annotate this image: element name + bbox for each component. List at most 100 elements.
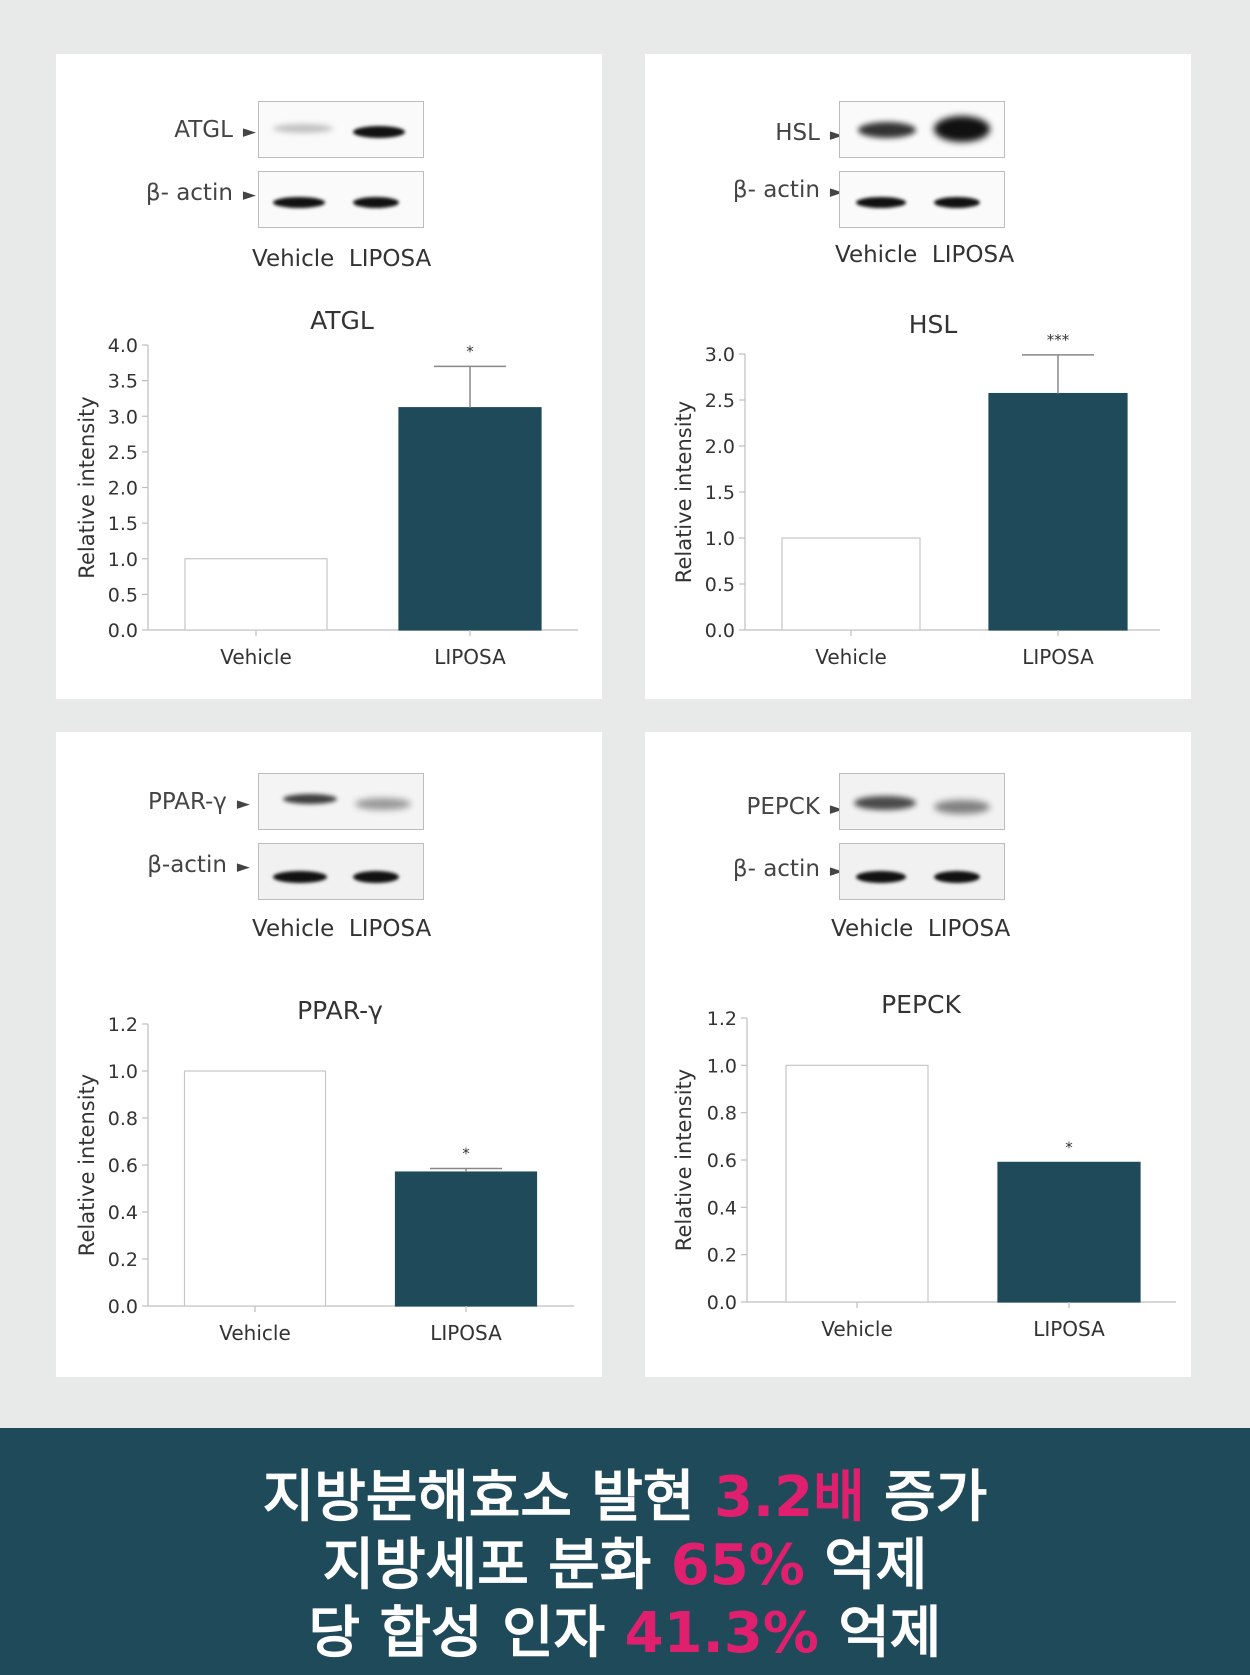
blot-target-label: PPAR-γ ► xyxy=(147,789,250,815)
bar-vehicle xyxy=(184,558,328,631)
y-tick-label: 0.4 xyxy=(707,1197,737,1219)
blot-band xyxy=(856,871,906,883)
significance-marker: *** xyxy=(1047,331,1070,349)
y-tick-label: 0.8 xyxy=(108,1108,138,1130)
y-tick-label: 3.0 xyxy=(705,344,735,366)
x-tick-label: Vehicle xyxy=(219,1321,291,1345)
banner-line-1: 지방분해효소 발현 3.2배 증가 xyxy=(262,1465,988,1530)
highlight-value: 3.2배 xyxy=(713,1465,865,1530)
blot-band xyxy=(353,871,399,883)
blot-band xyxy=(355,798,411,810)
blot-band xyxy=(934,800,990,814)
y-tick-label: 0.5 xyxy=(108,584,138,606)
chart-title: ATGL xyxy=(310,306,374,335)
blot-band xyxy=(934,871,980,883)
bar-liposa xyxy=(398,407,542,631)
bar-chart-hsl: 0.0 0.5 1.0 1.5 2.0 2.5 3.0 Relative intensity V… xyxy=(672,331,1160,669)
y-tick-label: 2.0 xyxy=(108,478,138,500)
blot-image-target xyxy=(839,101,1005,158)
bar-liposa xyxy=(997,1161,1141,1303)
panel-atgl: ATGL ► β- actin ► Vehicle LIPOSA ATGL 0.0 0… xyxy=(56,54,602,699)
blot-band xyxy=(934,197,980,208)
y-tick-label: 2.5 xyxy=(108,442,138,464)
blot-target-label: ATGL ► xyxy=(174,117,256,143)
x-tick-label: Vehicle xyxy=(815,645,887,669)
y-axis-label: Relative intensity xyxy=(672,1069,696,1251)
blot-image-control xyxy=(258,171,424,228)
y-tick-label: 1.0 xyxy=(707,1055,737,1077)
y-tick-label: 0.0 xyxy=(108,620,138,642)
blot-control-label: β- actin ► xyxy=(732,856,843,882)
y-tick-label: 1.5 xyxy=(705,482,735,504)
banner-line-2: 지방세포 분화 65% 억제 xyxy=(322,1533,928,1598)
chart-title: HSL xyxy=(908,310,958,339)
x-tick-label: Vehicle xyxy=(220,645,292,669)
x-tick-label: LIPOSA xyxy=(434,645,506,669)
blot-band xyxy=(353,126,405,138)
blot-image-target xyxy=(258,773,424,830)
y-tick-label: 1.0 xyxy=(108,549,138,571)
blot-band xyxy=(283,794,337,804)
bar-vehicle xyxy=(183,1070,327,1307)
panel-pepck: PEPCK ► β- actin ► Vehicle LIPOSA PEPCK 0.… xyxy=(645,732,1191,1377)
y-tick-label: 1.0 xyxy=(705,528,735,550)
y-tick-label: 1.2 xyxy=(108,1014,138,1036)
blot-band xyxy=(273,871,327,883)
y-tick-label: 0.0 xyxy=(108,1296,138,1318)
y-tick-label: 3.0 xyxy=(108,406,138,428)
y-tick-label: 2.0 xyxy=(705,436,735,458)
significance-marker: * xyxy=(466,342,474,360)
banner-line-3: 당 합성 인자 41.3% 억제 xyxy=(308,1601,942,1666)
y-axis-label: Relative intensity xyxy=(672,401,696,583)
highlight-value: 65% xyxy=(670,1533,805,1598)
panel-ppar-gamma: PPAR-γ ► β-actin ► Vehicle LIPOSA PPAR-γ 0… xyxy=(56,732,602,1377)
blot-lane-labels: Vehicle LIPOSA xyxy=(831,916,1011,942)
bar-chart-pepck: 0.0 0.2 0.4 0.6 0.8 1.0 1.2 Relative intensity V… xyxy=(672,1008,1176,1341)
bar-liposa xyxy=(988,392,1128,631)
y-tick-label: 1.5 xyxy=(108,513,138,535)
blot-image-target xyxy=(839,773,1005,830)
blot-lane-labels: Vehicle LIPOSA xyxy=(835,242,1015,268)
summary-banner: 지방분해효소 발현 3.2배 증가 지방세포 분화 65% 억제 당 합성 인자… xyxy=(0,1428,1250,1675)
y-tick-label: 0.8 xyxy=(707,1103,737,1125)
panel-hsl: HSL ► β- actin ► Vehicle LIPOSA HSL 0.0 0.5… xyxy=(645,54,1191,699)
y-tick-label: 1.0 xyxy=(108,1061,138,1083)
y-tick-label: 1.2 xyxy=(707,1008,737,1030)
y-tick-label: 0.6 xyxy=(707,1150,737,1172)
bar-liposa xyxy=(394,1171,538,1307)
blot-image-control xyxy=(839,171,1005,228)
blot-band xyxy=(273,124,333,133)
bar-vehicle xyxy=(785,1064,929,1303)
y-tick-label: 3.5 xyxy=(108,371,138,393)
blot-lane-labels: Vehicle LIPOSA xyxy=(252,916,432,942)
y-tick-label: 0.2 xyxy=(707,1245,737,1267)
x-tick-label: LIPOSA xyxy=(1033,1317,1105,1341)
blot-image-control xyxy=(258,843,424,900)
y-tick-label: 0.6 xyxy=(108,1155,138,1177)
blot-image-target xyxy=(258,101,424,158)
bar-chart-atgl: 0.0 0.5 1.0 1.5 2.0 2.5 3.0 3.5 4.0 Relative inte… xyxy=(75,335,578,669)
blot-band xyxy=(353,197,399,208)
bar-vehicle xyxy=(781,537,921,631)
blot-image-control xyxy=(839,843,1005,900)
y-tick-label: 4.0 xyxy=(108,335,138,357)
blot-target-label: HSL ► xyxy=(775,120,843,146)
blot-band xyxy=(854,796,916,810)
blot-band xyxy=(856,197,906,208)
blot-control-label: β- actin ► xyxy=(145,180,256,206)
y-axis-label: Relative intensity xyxy=(75,396,99,578)
y-tick-label: 0.0 xyxy=(707,1292,737,1314)
significance-marker: * xyxy=(1065,1138,1073,1156)
y-axis-label: Relative intensity xyxy=(75,1074,99,1256)
bar-chart-ppar-gamma: 0.0 0.2 0.4 0.6 0.8 1.0 1.2 Relative intensity V… xyxy=(75,1014,574,1345)
y-tick-label: 0.4 xyxy=(108,1202,138,1224)
x-tick-label: LIPOSA xyxy=(1022,645,1094,669)
blot-lane-labels: Vehicle LIPOSA xyxy=(252,246,432,272)
blot-band xyxy=(273,197,325,208)
chart-title: PEPCK xyxy=(881,990,961,1019)
x-tick-label: LIPOSA xyxy=(430,1321,502,1345)
significance-marker: * xyxy=(462,1145,470,1163)
chart-title: PPAR-γ xyxy=(297,996,383,1025)
blot-band xyxy=(934,116,990,142)
y-tick-label: 2.5 xyxy=(705,390,735,412)
